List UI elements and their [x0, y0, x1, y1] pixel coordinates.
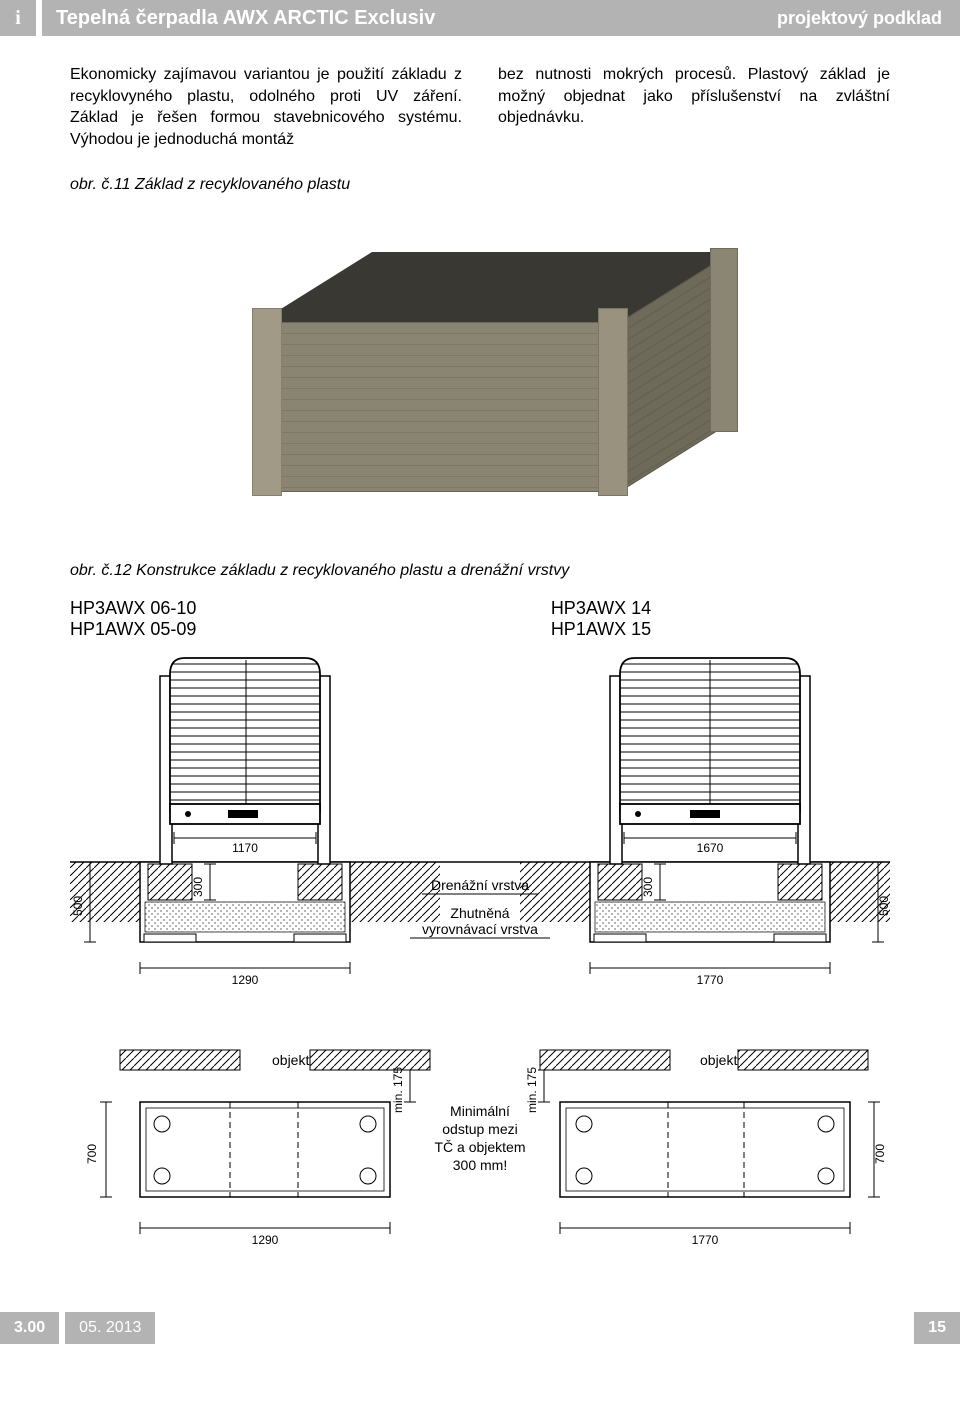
model-right-1: HP3AWX 14	[551, 598, 890, 619]
dim-300-l: 300	[191, 877, 205, 897]
footer-mid: 05. 2013	[65, 1312, 155, 1344]
model-labels: HP3AWX 06-10 HP1AWX 05-09 HP3AWX 14 HP1A…	[70, 598, 890, 640]
header-title-right: projektový podklad	[777, 8, 942, 29]
note2: odstup mezi	[442, 1121, 517, 1137]
model-left-1: HP3AWX 06-10	[70, 598, 447, 619]
min175-r: min. 175	[525, 1067, 539, 1113]
diagram-bottom: objekt 700 min. 175	[70, 1042, 890, 1282]
header-bar: i Tepelná čerpadla AWX ARCTIC Exclusiv p…	[0, 0, 960, 36]
label-compact2: vyrovnávací vrstva	[422, 921, 538, 937]
diagram-12: 1170 300 500 1290 Drenážní vrstva Zhutně…	[70, 652, 890, 1002]
caption-12: obr. č.12 Konstrukce základu z recyklova…	[70, 562, 890, 580]
dim-300-r: 300	[641, 877, 655, 897]
objekt-l: objekt	[272, 1052, 309, 1068]
label-drain: Drenážní vrstva	[431, 877, 529, 893]
label-compact1: Zhutněná	[450, 905, 509, 921]
footer: 3.00 05. 2013 15	[0, 1312, 960, 1344]
dim-1290-b: 1290	[252, 1233, 279, 1247]
footer-right: 15	[914, 1312, 960, 1344]
min175-l: min. 175	[391, 1067, 405, 1113]
dim-500-l: 500	[71, 896, 85, 916]
footer-left: 3.00	[0, 1312, 59, 1344]
dim-700-r: 700	[873, 1144, 887, 1164]
note3: TČ a objektem	[434, 1139, 525, 1155]
header-title-left: Tepelná čerpadla AWX ARCTIC Exclusiv	[56, 7, 435, 30]
dim-500-r: 500	[877, 896, 890, 916]
photo-crate	[70, 212, 890, 512]
intro-right: bez nutnosti mokrých procesů. Plastový z…	[498, 64, 890, 150]
dim-1670: 1670	[697, 841, 724, 855]
dim-1290: 1290	[232, 973, 259, 987]
note4: 300 mm!	[453, 1157, 507, 1173]
intro-paragraphs: Ekonomicky zajímavou variantou je použit…	[70, 64, 890, 150]
caption-11: obr. č.11 Základ z recyklovaného plastu	[70, 176, 890, 194]
model-left-2: HP1AWX 05-09	[70, 619, 447, 640]
dim-1770: 1770	[697, 973, 724, 987]
dim-1170: 1170	[232, 841, 258, 855]
note1: Minimální	[450, 1103, 510, 1119]
header-title: Tepelná čerpadla AWX ARCTIC Exclusiv pro…	[42, 0, 960, 36]
model-right-2: HP1AWX 15	[551, 619, 890, 640]
intro-left: Ekonomicky zajímavou variantou je použit…	[70, 64, 462, 150]
dim-700-l: 700	[85, 1144, 99, 1164]
header-icon: i	[0, 0, 36, 36]
objekt-r: objekt	[700, 1052, 737, 1068]
dim-1770-b: 1770	[692, 1233, 719, 1247]
